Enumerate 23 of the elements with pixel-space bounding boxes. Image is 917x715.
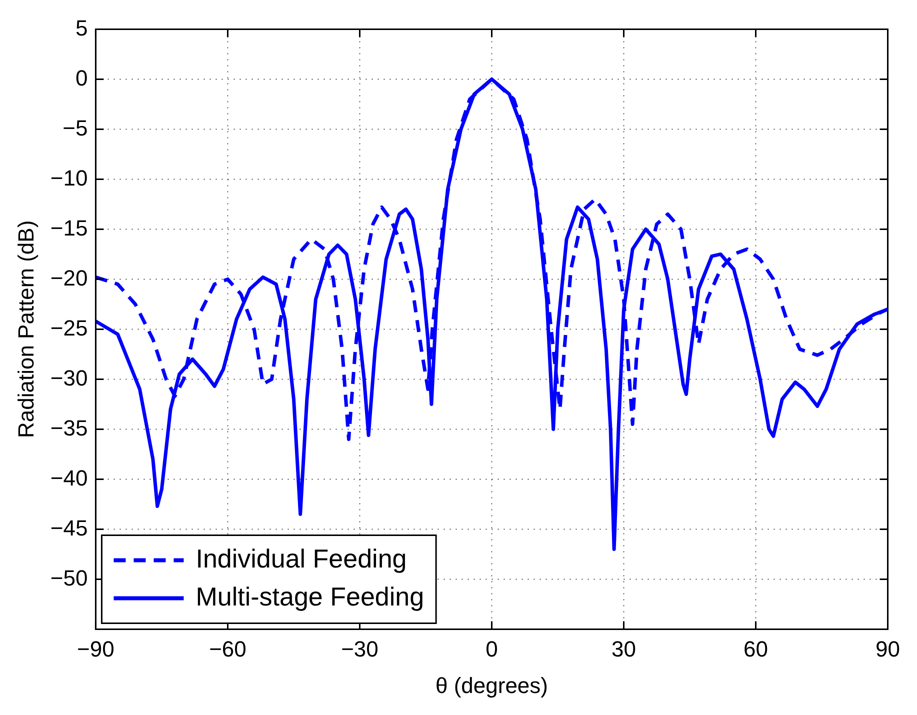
y-tick-label: −30 bbox=[50, 365, 88, 390]
y-tick-label: −40 bbox=[50, 465, 88, 490]
x-tick-label: −30 bbox=[341, 636, 378, 662]
legend-label: Individual Feeding bbox=[196, 543, 407, 574]
y-tick-label: −10 bbox=[50, 165, 88, 190]
x-tick-label: 0 bbox=[486, 636, 498, 662]
y-tick-label: 5 bbox=[75, 15, 88, 40]
y-tick-label: −15 bbox=[50, 215, 88, 240]
y-axis-title: Radiation Pattern (dB) bbox=[13, 220, 38, 438]
legend-label: Multi-stage Feeding bbox=[196, 581, 424, 612]
x-tick-label: 30 bbox=[612, 636, 636, 662]
x-tick-label: 60 bbox=[744, 636, 768, 662]
y-tick-label: −20 bbox=[50, 265, 88, 290]
x-tick-label: −90 bbox=[77, 636, 114, 662]
y-tick-label: −25 bbox=[50, 315, 88, 340]
y-tick-label: −50 bbox=[50, 565, 88, 590]
y-tick-label: 0 bbox=[75, 65, 88, 90]
x-tick-label: −60 bbox=[209, 636, 246, 662]
y-tick-label: −35 bbox=[50, 415, 88, 440]
y-tick-label: −5 bbox=[62, 115, 88, 140]
x-tick-label: 90 bbox=[876, 636, 900, 662]
x-axis-title: θ (degrees) bbox=[435, 672, 548, 698]
y-tick-label: −45 bbox=[50, 515, 88, 540]
